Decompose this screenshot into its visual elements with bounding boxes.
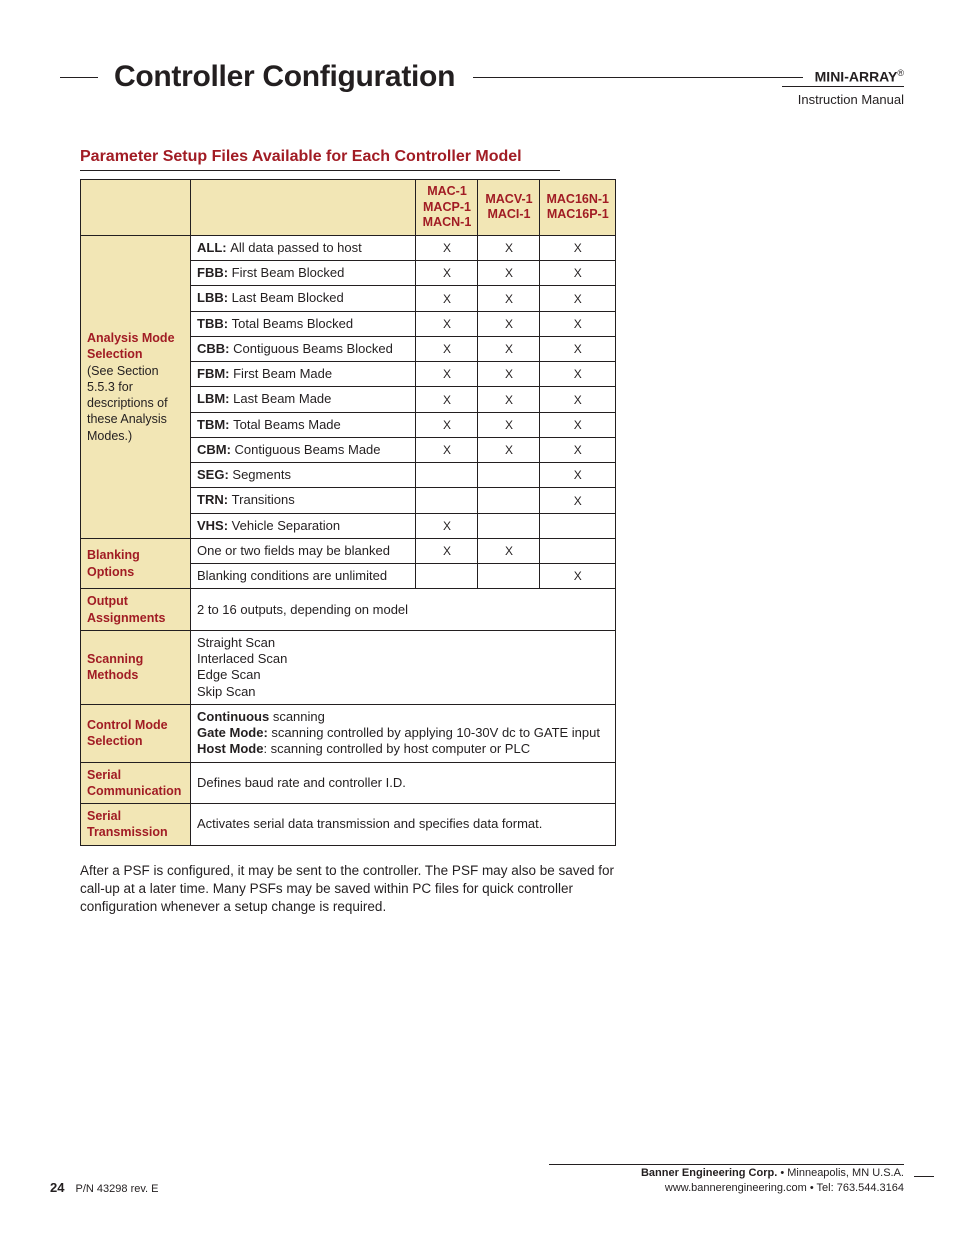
company-contact: www.bannerengineering.com • Tel: 763.544… — [641, 1181, 904, 1195]
category-cell: Scanning Methods — [81, 630, 191, 704]
x-cell: X — [416, 235, 478, 260]
category-cell: Serial Communication — [81, 762, 191, 804]
x-cell — [540, 513, 616, 538]
x-cell — [478, 463, 540, 488]
x-cell: X — [416, 437, 478, 462]
company-loc: • Minneapolis, MN U.S.A. — [777, 1167, 904, 1179]
category-cell: Serial Transmission — [81, 804, 191, 846]
x-cell: X — [416, 311, 478, 336]
x-cell — [540, 538, 616, 563]
desc-cell: CBM: Contiguous Beams Made — [191, 437, 416, 462]
desc-cell: TRN: Transitions — [191, 488, 416, 513]
section-heading-rule — [80, 170, 560, 171]
x-cell: X — [540, 235, 616, 260]
x-cell: X — [540, 336, 616, 361]
brand-mark: ® — [897, 68, 904, 78]
desc-cell: FBB: First Beam Blocked — [191, 261, 416, 286]
page: Controller Configuration MINI-ARRAY® Ins… — [0, 0, 954, 1235]
manual-label: Instruction Manual — [798, 92, 904, 107]
desc-cell: One or two fields may be blanked — [191, 538, 416, 563]
footer-right: Banner Engineering Corp. • Minneapolis, … — [641, 1166, 904, 1195]
footer-rule — [549, 1164, 904, 1165]
x-cell: X — [540, 311, 616, 336]
desc-cell: TBM: Total Beams Made — [191, 412, 416, 437]
x-cell: X — [416, 336, 478, 361]
x-cell: X — [416, 261, 478, 286]
x-cell: X — [540, 437, 616, 462]
desc-cell: TBB: Total Beams Blocked — [191, 311, 416, 336]
x-cell — [478, 513, 540, 538]
column-header: MACV-1MACI-1 — [478, 180, 540, 236]
category-cell: Control Mode Selection — [81, 704, 191, 762]
category-cell: Blanking Options — [81, 538, 191, 589]
section-heading-block: Parameter Setup Files Available for Each… — [80, 148, 904, 171]
x-cell: X — [478, 412, 540, 437]
x-cell: X — [416, 362, 478, 387]
part-number: P/N 43298 rev. E — [76, 1183, 159, 1195]
x-cell: X — [478, 261, 540, 286]
x-cell: X — [540, 362, 616, 387]
x-cell: X — [478, 336, 540, 361]
column-header: MAC-1MACP-1MACN-1 — [416, 180, 478, 236]
desc-cell: Blanking conditions are unlimited — [191, 564, 416, 589]
x-cell: X — [540, 412, 616, 437]
desc-span-cell: Activates serial data transmission and s… — [191, 804, 616, 846]
x-cell: X — [478, 538, 540, 563]
footer-left: 24 P/N 43298 rev. E — [50, 1180, 158, 1195]
x-cell: X — [416, 286, 478, 311]
parameter-table: MAC-1MACP-1MACN-1MACV-1MACI-1MAC16N-1MAC… — [80, 179, 616, 846]
header-empty-left — [81, 180, 191, 236]
x-cell: X — [478, 437, 540, 462]
x-cell: X — [540, 286, 616, 311]
x-cell — [416, 463, 478, 488]
title-rule — [473, 77, 803, 78]
x-cell: X — [478, 235, 540, 260]
desc-cell: CBB: Contiguous Beams Blocked — [191, 336, 416, 361]
x-cell: X — [540, 564, 616, 589]
desc-cell: ALL: All data passed to host — [191, 235, 416, 260]
x-cell: X — [416, 538, 478, 563]
category-cell: Analysis Mode Selection(See Section 5.5.… — [81, 235, 191, 538]
desc-cell: FBM: First Beam Made — [191, 362, 416, 387]
footer-dash — [914, 1176, 934, 1177]
desc-cell: VHS: Vehicle Separation — [191, 513, 416, 538]
x-cell — [478, 564, 540, 589]
x-cell — [416, 488, 478, 513]
page-title: Controller Configuration — [114, 60, 455, 94]
x-cell: X — [478, 286, 540, 311]
dash-left — [60, 77, 98, 78]
x-cell: X — [416, 387, 478, 412]
category-cell: Output Assignments — [81, 589, 191, 631]
x-cell: X — [540, 387, 616, 412]
body-paragraph: After a PSF is configured, it may be sen… — [80, 862, 620, 917]
x-cell: X — [478, 387, 540, 412]
desc-span-cell: Straight ScanInterlaced ScanEdge ScanSki… — [191, 630, 616, 704]
x-cell: X — [540, 261, 616, 286]
desc-span-cell: Defines baud rate and controller I.D. — [191, 762, 616, 804]
brand-block: MINI-ARRAY® — [815, 68, 904, 85]
page-number: 24 — [50, 1180, 64, 1195]
desc-cell: LBB: Last Beam Blocked — [191, 286, 416, 311]
x-cell: X — [416, 412, 478, 437]
brand-rule — [782, 86, 904, 87]
company-name: Banner Engineering Corp. — [641, 1167, 777, 1179]
desc-cell: LBM: Last Beam Made — [191, 387, 416, 412]
x-cell: X — [540, 488, 616, 513]
desc-span-cell: Continuous scanningGate Mode: scanning c… — [191, 704, 616, 762]
x-cell: X — [416, 513, 478, 538]
x-cell: X — [478, 362, 540, 387]
x-cell: X — [478, 311, 540, 336]
column-header: MAC16N-1MAC16P-1 — [540, 180, 616, 236]
x-cell — [478, 488, 540, 513]
header-empty-desc — [191, 180, 416, 236]
x-cell — [416, 564, 478, 589]
desc-span-cell: 2 to 16 outputs, depending on model — [191, 589, 616, 631]
x-cell: X — [540, 463, 616, 488]
brand-name: MINI-ARRAY — [815, 69, 898, 85]
header-row: Controller Configuration MINI-ARRAY® — [60, 60, 904, 94]
desc-cell: SEG: Segments — [191, 463, 416, 488]
section-heading: Parameter Setup Files Available for Each… — [80, 148, 904, 166]
